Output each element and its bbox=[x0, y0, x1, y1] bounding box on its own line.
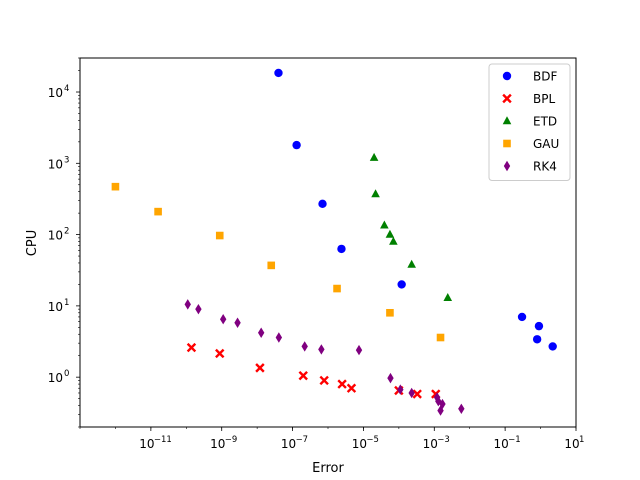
y-tick-exponent: 1 bbox=[64, 298, 69, 308]
data-point-rk4 bbox=[195, 303, 202, 315]
legend-label: BPL bbox=[533, 92, 555, 106]
data-point-bpl bbox=[319, 375, 329, 386]
data-point-bpl bbox=[412, 389, 422, 399]
y-tick-exponent: 0 bbox=[64, 369, 69, 379]
legend-marker-bdf bbox=[502, 71, 512, 81]
x-tick-exponent: 1 bbox=[579, 435, 584, 445]
data-point-etd bbox=[407, 259, 416, 268]
data-point-etd bbox=[389, 236, 398, 245]
y-tick-label: 10 bbox=[48, 229, 63, 243]
x-axis-ticks: 10 −11 10 −9 10 −7 10 −5 10 −3 10 −1 10 1 bbox=[79, 427, 584, 451]
series-etd bbox=[369, 152, 453, 301]
y-tick-label: 10 bbox=[48, 86, 63, 100]
data-point-rk4 bbox=[408, 387, 415, 399]
legend-marker-etd bbox=[502, 116, 512, 125]
legend-item-rk4: RK4 bbox=[503, 160, 557, 174]
data-point-etd bbox=[371, 189, 380, 198]
x-tick-exponent: −1 bbox=[508, 435, 521, 445]
legend-item-etd: ETD bbox=[502, 115, 557, 129]
x-tick-label: 10 bbox=[494, 437, 509, 451]
data-point-etd bbox=[443, 292, 453, 301]
legend-marker-gau bbox=[503, 139, 511, 148]
data-point-gau bbox=[267, 261, 276, 270]
y-tick-label: 10 bbox=[48, 300, 63, 314]
data-point-etd bbox=[380, 220, 389, 229]
y-tick-label: 10 bbox=[48, 371, 63, 385]
data-point-rk4 bbox=[301, 341, 308, 352]
y-tick-exponent: 2 bbox=[64, 227, 69, 237]
data-point-bpl bbox=[215, 348, 225, 359]
data-point-gau bbox=[333, 284, 341, 293]
data-point-rk4 bbox=[437, 405, 444, 416]
data-point-bdf bbox=[534, 321, 544, 331]
legend-label: BDF bbox=[533, 70, 557, 84]
data-point-bpl bbox=[298, 370, 308, 381]
data-point-bdf bbox=[337, 244, 346, 254]
data-point-bpl bbox=[186, 342, 197, 353]
legend-item-bdf: BDF bbox=[502, 70, 557, 84]
data-point-gau bbox=[386, 308, 394, 317]
y-tick-label: 10 bbox=[48, 157, 63, 171]
series-rk4 bbox=[184, 299, 465, 416]
legend-label: GAU bbox=[533, 137, 559, 151]
data-point-etd bbox=[385, 229, 395, 238]
data-point-bpl bbox=[255, 363, 265, 373]
data-point-etd bbox=[369, 152, 379, 161]
x-tick-label: 10 bbox=[423, 437, 438, 451]
data-point-bdf bbox=[517, 312, 527, 322]
x-tick-exponent: −7 bbox=[296, 435, 309, 445]
data-point-bdf bbox=[292, 140, 301, 150]
legend-label: RK4 bbox=[533, 160, 557, 174]
data-point-bdf bbox=[397, 280, 406, 289]
legend-marker-rk4 bbox=[503, 160, 511, 172]
data-marks bbox=[111, 68, 557, 416]
data-point-gau bbox=[215, 231, 224, 240]
series-bdf bbox=[274, 68, 557, 351]
y-tick-exponent: 3 bbox=[64, 155, 69, 165]
data-point-bdf bbox=[274, 68, 283, 78]
x-tick-label: 10 bbox=[281, 437, 296, 451]
x-tick-exponent: −5 bbox=[366, 435, 379, 445]
series-gau bbox=[111, 182, 445, 342]
data-point-rk4 bbox=[257, 327, 265, 338]
data-point-rk4 bbox=[184, 299, 191, 310]
x-tick-label: 10 bbox=[352, 437, 367, 451]
legend-item-gau: GAU bbox=[503, 137, 559, 151]
x-axis-label: Error bbox=[312, 461, 344, 476]
data-point-rk4 bbox=[234, 317, 241, 328]
y-axis-label: CPU bbox=[25, 230, 40, 256]
data-point-gau bbox=[154, 207, 162, 216]
data-point-gau bbox=[111, 182, 120, 191]
legend: BDF BPL ETD GAU RK4 bbox=[488, 63, 571, 181]
data-point-rk4 bbox=[387, 372, 394, 384]
x-tick-label: 10 bbox=[564, 437, 579, 451]
data-point-rk4 bbox=[458, 403, 465, 415]
legend-label: ETD bbox=[533, 115, 557, 129]
data-point-bdf bbox=[548, 342, 557, 351]
legend-item-bpl: BPL bbox=[502, 92, 555, 106]
legend-box bbox=[488, 63, 571, 181]
legend-marker-bpl bbox=[502, 93, 512, 104]
data-point-rk4 bbox=[318, 344, 325, 355]
data-point-rk4 bbox=[219, 314, 227, 325]
data-point-gau bbox=[436, 333, 445, 342]
x-tick-label: 10 bbox=[210, 437, 225, 451]
data-point-bpl bbox=[337, 379, 347, 389]
data-point-rk4 bbox=[397, 384, 404, 395]
x-tick-exponent: −11 bbox=[154, 435, 172, 445]
data-point-rk4 bbox=[355, 344, 363, 356]
data-point-bpl bbox=[346, 383, 357, 393]
data-point-bdf bbox=[532, 335, 542, 344]
x-tick-label: 10 bbox=[139, 437, 154, 451]
x-tick-exponent: −3 bbox=[437, 435, 450, 445]
data-point-rk4 bbox=[275, 332, 283, 343]
data-point-bdf bbox=[318, 199, 327, 209]
y-tick-exponent: 4 bbox=[64, 84, 69, 94]
x-tick-exponent: −9 bbox=[225, 435, 238, 445]
